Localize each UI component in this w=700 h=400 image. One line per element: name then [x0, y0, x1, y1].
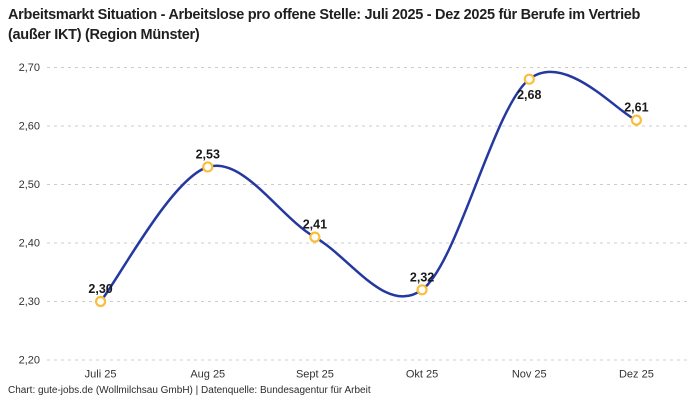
data-point-marker[interactable]: [523, 73, 535, 85]
data-point-value-label: 2,41: [303, 218, 327, 232]
data-point-marker[interactable]: [630, 114, 643, 126]
y-axis-tick-label: 2,60: [19, 121, 40, 133]
x-axis-tick-label: Dez 25: [619, 369, 654, 381]
y-axis-tick-label: 2,30: [19, 296, 40, 308]
x-axis-tick-label: Okt 25: [406, 369, 438, 381]
data-point-value-label: 2,32: [410, 270, 434, 284]
x-axis-tick-label: Aug 25: [190, 369, 225, 381]
y-axis-tick-label: 2,70: [19, 62, 40, 74]
y-axis-tick-label: 2,50: [19, 179, 40, 191]
chart-source-credit: Chart: gute-jobs.de (Wollmilchsau GmbH) …: [8, 385, 371, 396]
series-line: [99, 70, 638, 303]
data-point-marker[interactable]: [309, 231, 321, 243]
data-point-marker[interactable]: [416, 284, 428, 296]
y-axis-tick-label: 2,20: [19, 355, 40, 367]
data-point-value-label: 2,68: [517, 88, 541, 102]
data-point-marker[interactable]: [94, 295, 107, 308]
data-point-marker[interactable]: [202, 161, 214, 173]
chart-title: Arbeitsmarkt Situation - Arbeitslose pro…: [8, 7, 641, 43]
data-point-value-label: 2,61: [624, 101, 648, 115]
data-point-value-label: 2,30: [88, 282, 112, 296]
x-axis-tick-label: Juli 25: [85, 369, 117, 381]
x-axis-tick-label: Sept 25: [296, 369, 334, 381]
y-axis-tick-label: 2,40: [19, 238, 40, 250]
x-axis-tick-label: Nov 25: [512, 369, 547, 381]
data-point-value-label: 2,53: [196, 147, 220, 161]
